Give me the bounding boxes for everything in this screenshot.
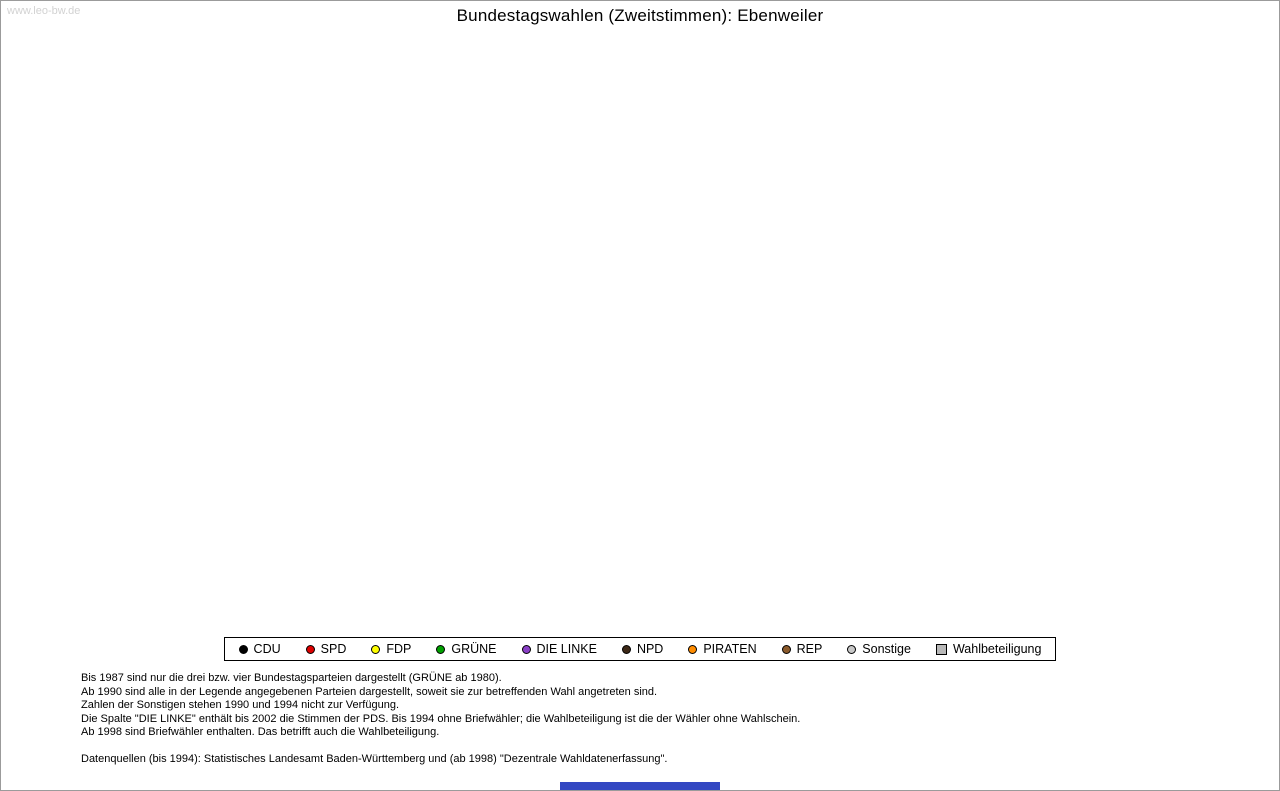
footnote-line: Zahlen der Sonstigen stehen 1990 und 199…: [81, 699, 400, 711]
footnote-line: Ab 1998 sind Briefwähler enthalten. Das …: [81, 726, 440, 738]
legend-marker: [436, 644, 446, 654]
footer-bar: [560, 782, 720, 790]
legend-marker: [688, 644, 698, 654]
legend-label: PIRATEN: [703, 642, 757, 656]
legend-marker: [935, 643, 947, 655]
legend-label: Wahlbeteiligung: [952, 642, 1042, 656]
legend-label: CDU: [253, 642, 281, 656]
footnote-line: Ab 1990 sind alle in der Legende angegeb…: [81, 685, 658, 698]
legend-item-wahlbeteiligung: Wahlbeteiligung: [935, 642, 1042, 656]
legend-item-fdp: FDP: [371, 642, 411, 656]
legend-item-gruene: GRÜNE: [436, 642, 497, 656]
legend-marker: [847, 644, 857, 654]
legend-label: DIE LINKE: [536, 642, 597, 656]
legend-row: CDU SPD FDP GRÜNE DIE LINKE NPD PIRATEN REP Sons…: [1, 637, 1279, 661]
legend-marker: [781, 644, 791, 654]
legend-marker: [621, 644, 631, 654]
footnotes: Bis 1987 sind nur die drei bzw. vier Bun…: [81, 672, 1239, 767]
legend-marker: [371, 644, 381, 654]
legend-label: GRÜNE: [451, 642, 497, 656]
legend-label: REP: [796, 642, 823, 656]
legend-box: CDU SPD FDP GRÜNE DIE LINKE NPD PIRATEN REP Sons…: [223, 637, 1057, 661]
footnote-line: Die Spalte "DIE LINKE" enthält bis 2002 …: [81, 712, 801, 725]
footnote-line: Bis 1987 sind nur die drei bzw. vier Bun…: [81, 672, 502, 684]
watermark: www.leo-bw.de: [7, 5, 81, 17]
legend-marker: [305, 644, 315, 654]
election-chart: [1, 1, 1280, 629]
legend-label: SPD: [320, 642, 347, 656]
legend-marker: [238, 644, 248, 654]
legend-item-sonstige: Sonstige: [847, 642, 911, 656]
legend-item-cdu: CDU: [238, 642, 281, 656]
legend-item-die-linke: DIE LINKE: [521, 642, 597, 656]
legend-item-piraten: PIRATEN: [688, 642, 757, 656]
legend-item-spd: SPD: [305, 642, 347, 656]
legend-label: FDP: [386, 642, 412, 656]
footnote-line: Datenquellen (bis 1994): Statistisches L…: [81, 753, 668, 765]
legend-item-rep: REP: [781, 642, 823, 656]
legend-item-npd: NPD: [621, 642, 664, 656]
footnote-line: [81, 740, 1239, 754]
legend-label: NPD: [636, 642, 664, 656]
legend-marker: [521, 644, 531, 654]
legend-label: Sonstige: [862, 642, 911, 656]
page-title: Bundestagswahlen (Zweitstimmen): Ebenwei…: [456, 6, 824, 25]
